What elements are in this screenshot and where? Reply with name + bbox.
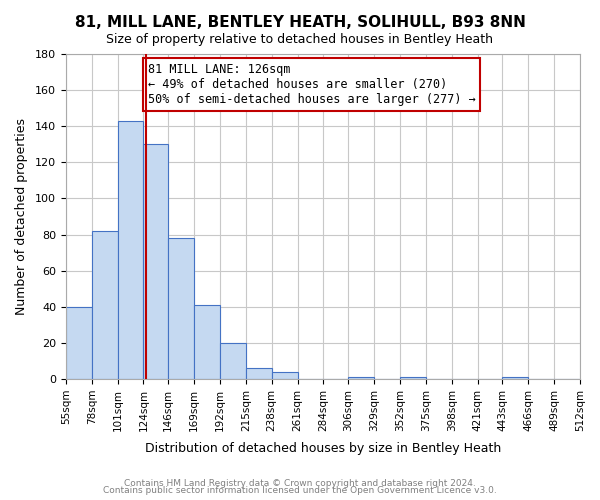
Y-axis label: Number of detached properties: Number of detached properties: [15, 118, 28, 315]
Bar: [348, 377, 374, 379]
Bar: [272, 372, 298, 379]
Bar: [118, 121, 143, 379]
Text: Size of property relative to detached houses in Bentley Heath: Size of property relative to detached ho…: [107, 32, 493, 46]
Bar: [168, 238, 194, 379]
Bar: [220, 343, 246, 379]
Bar: [194, 305, 220, 379]
X-axis label: Distribution of detached houses by size in Bentley Heath: Distribution of detached houses by size …: [145, 442, 501, 455]
Bar: [143, 144, 168, 379]
Text: Contains public sector information licensed under the Open Government Licence v3: Contains public sector information licen…: [103, 486, 497, 495]
Bar: [246, 368, 272, 379]
Text: Contains HM Land Registry data © Crown copyright and database right 2024.: Contains HM Land Registry data © Crown c…: [124, 478, 476, 488]
Bar: [502, 377, 528, 379]
Bar: [400, 377, 426, 379]
Bar: [92, 231, 118, 379]
Text: 81 MILL LANE: 126sqm
← 49% of detached houses are smaller (270)
50% of semi-deta: 81 MILL LANE: 126sqm ← 49% of detached h…: [148, 63, 476, 106]
Bar: [66, 307, 92, 379]
Text: 81, MILL LANE, BENTLEY HEATH, SOLIHULL, B93 8NN: 81, MILL LANE, BENTLEY HEATH, SOLIHULL, …: [74, 15, 526, 30]
